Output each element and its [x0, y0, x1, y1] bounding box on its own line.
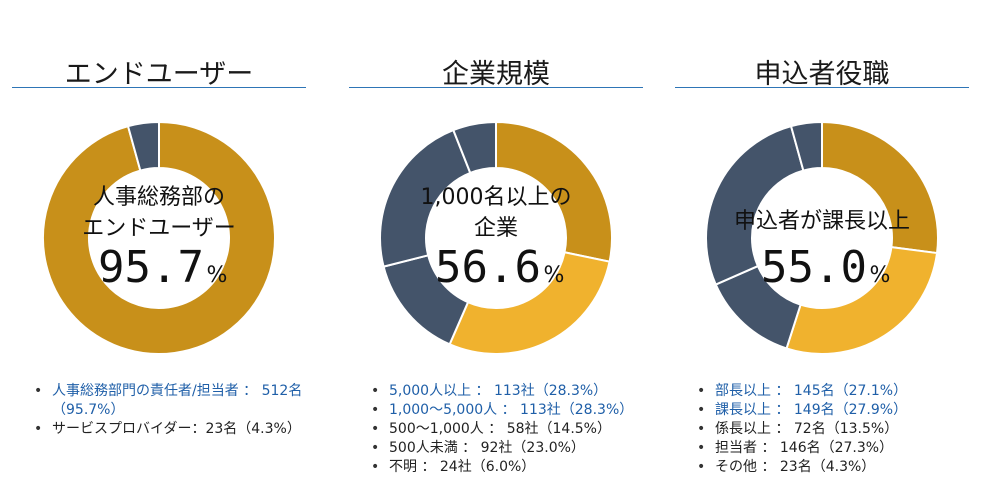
title-underline	[349, 87, 643, 88]
legend-item: 不明 ： 24社（6.0%）	[367, 458, 643, 477]
donut-slice-2	[785, 245, 939, 355]
center-value: 55.0	[761, 242, 867, 293]
legend-item: 1,000～5,000人 ： 113社（28.3%）	[367, 401, 643, 420]
donut-slice-1	[42, 120, 276, 355]
donut-slice-2	[448, 251, 611, 355]
legend-item: 5,000人以上 ： 113社（28.3%）	[367, 382, 643, 401]
donut-svg: 申込者が課長以上 55.0%	[705, 120, 939, 355]
legend-item: 500人未満 ： 92社（23.0%）	[367, 439, 643, 458]
donut-chart: 申込者が課長以上 55.0%	[675, 120, 969, 360]
legend-item: サービスプロバイダー：23名（4.3%）	[30, 420, 306, 439]
donut-slice-2	[126, 120, 160, 172]
center-value: 56.6	[435, 242, 541, 293]
chart-legend: 5,000人以上 ： 113社（28.3%）1,000～5,000人 ： 113…	[367, 382, 643, 477]
center-value: 95.7	[98, 242, 204, 293]
center-caption: エンドユーザー	[82, 216, 236, 241]
donut-slice-5	[789, 120, 823, 172]
donut-slice-1	[495, 120, 613, 263]
chart-title: エンドユーザー	[64, 59, 254, 90]
center-caption: 1,000名以上の	[421, 185, 572, 210]
center-caption: 申込者が課長以上	[734, 209, 910, 234]
center-unit: %	[870, 263, 891, 288]
donut-chart: 1,000名以上の 企業 56.6%	[349, 120, 643, 360]
legend-item: 係長以上 ： 72名（13.5%）	[693, 420, 969, 439]
center-unit: %	[544, 263, 565, 288]
chart-panel-1: エンドユーザー人事総務部のエンドユーザー95.7%人事総務部門の責任者/担当者 …	[12, 0, 306, 489]
legend-item: その他 ： 23名（4.3%）	[693, 458, 969, 477]
donut-slice-5	[452, 120, 497, 175]
center-caption: 企業	[474, 216, 518, 241]
legend-item: 人事総務部門の責任者/担当者 ： 512名（95.7%）	[30, 382, 306, 420]
legend-item: 500～1,000人 ： 58社（14.5%）	[367, 420, 643, 439]
center-unit: %	[207, 263, 228, 288]
title-underline	[12, 87, 306, 88]
donut-chart: 人事総務部の エンドユーザー 95.7%	[12, 120, 306, 360]
title-underline	[675, 87, 969, 88]
chart-title: 申込者役職	[754, 59, 890, 90]
chart-legend: 部長以上 ： 145名（27.1%）課長以上 ： 149名（27.9%）係長以上…	[693, 382, 969, 477]
legend-item: 課長以上 ： 149名（27.9%）	[693, 401, 969, 420]
legend-item: 担当者 ： 146名（27.3%）	[693, 439, 969, 458]
chart-legend: 人事総務部門の責任者/担当者 ： 512名（95.7%）サービスプロバイダー：2…	[30, 382, 306, 439]
donut-slice-4	[705, 124, 805, 286]
legend-item: 部長以上 ： 145名（27.1%）	[693, 382, 969, 401]
chart-title: 企業規模	[442, 59, 550, 90]
center-caption: 人事総務部の	[93, 185, 225, 210]
